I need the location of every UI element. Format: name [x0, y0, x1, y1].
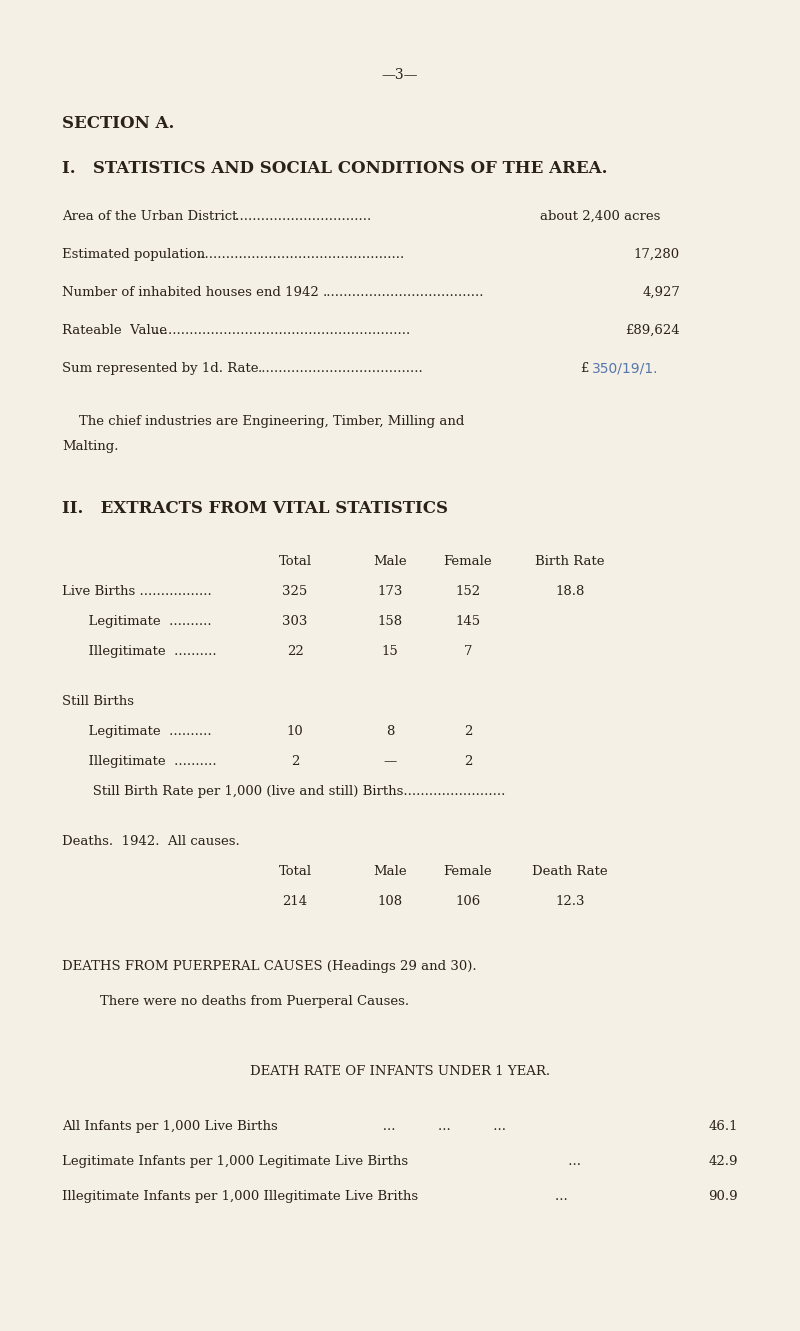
Text: Death Rate: Death Rate — [532, 865, 608, 878]
Text: 145: 145 — [455, 615, 481, 628]
Text: Female: Female — [444, 555, 492, 568]
Text: 214: 214 — [282, 894, 307, 908]
Text: Legitimate  ..........: Legitimate .......... — [80, 615, 212, 628]
Text: 158: 158 — [378, 615, 402, 628]
Text: Female: Female — [444, 865, 492, 878]
Text: Illegitimate  ..........: Illegitimate .......... — [80, 755, 217, 768]
Text: DEATH RATE OF INFANTS UNDER 1 YEAR.: DEATH RATE OF INFANTS UNDER 1 YEAR. — [250, 1065, 550, 1078]
Text: 2: 2 — [291, 755, 299, 768]
Text: Rateable  Value: Rateable Value — [62, 323, 167, 337]
Text: DEATHS FROM PUERPERAL CAUSES (Headings 29 and 30).: DEATHS FROM PUERPERAL CAUSES (Headings 2… — [62, 960, 477, 973]
Text: 17,280: 17,280 — [634, 248, 680, 261]
Text: I.   STATISTICS AND SOCIAL CONDITIONS OF THE AREA.: I. STATISTICS AND SOCIAL CONDITIONS OF T… — [62, 160, 607, 177]
Text: 173: 173 — [378, 586, 402, 598]
Text: 15: 15 — [382, 646, 398, 658]
Text: .......................................: ....................................... — [258, 362, 424, 375]
Text: 10: 10 — [286, 725, 303, 737]
Text: 325: 325 — [282, 586, 308, 598]
Text: Sum represented by 1d. Rate: Sum represented by 1d. Rate — [62, 362, 258, 375]
Text: .................................................: ........................................… — [197, 248, 406, 261]
Text: Legitimate  ..........: Legitimate .......... — [80, 725, 212, 737]
Text: Male: Male — [373, 555, 407, 568]
Text: II.   EXTRACTS FROM VITAL STATISTICS: II. EXTRACTS FROM VITAL STATISTICS — [62, 500, 448, 516]
Text: 350/19/1.: 350/19/1. — [592, 362, 658, 375]
Text: 46.1: 46.1 — [709, 1119, 738, 1133]
Text: Malting.: Malting. — [62, 441, 118, 453]
Text: Still Births: Still Births — [62, 695, 134, 708]
Text: ......................................: ...................................... — [323, 286, 485, 299]
Text: 303: 303 — [282, 615, 308, 628]
Text: 2: 2 — [464, 755, 472, 768]
Text: 12.3: 12.3 — [555, 894, 585, 908]
Text: There were no deaths from Puerperal Causes.: There were no deaths from Puerperal Caus… — [100, 996, 409, 1008]
Text: Area of the Urban District: Area of the Urban District — [62, 210, 246, 224]
Text: Total: Total — [278, 555, 311, 568]
Text: Deaths.  1942.  All causes.: Deaths. 1942. All causes. — [62, 835, 240, 848]
Text: 108: 108 — [378, 894, 402, 908]
Text: Male: Male — [373, 865, 407, 878]
Text: Birth Rate: Birth Rate — [535, 555, 605, 568]
Text: 4,927: 4,927 — [642, 286, 680, 299]
Text: —3—: —3— — [382, 68, 418, 83]
Text: 7: 7 — [464, 646, 472, 658]
Text: 8: 8 — [386, 725, 394, 737]
Text: SECTION A.: SECTION A. — [62, 114, 174, 132]
Text: —: — — [383, 755, 397, 768]
Text: Estimated population: Estimated population — [62, 248, 214, 261]
Text: .................................: ................................. — [232, 210, 372, 224]
Text: ...: ... — [538, 1190, 568, 1203]
Text: ...: ... — [530, 1155, 581, 1169]
Text: 90.9: 90.9 — [708, 1190, 738, 1203]
Text: Illegitimate Infants per 1,000 Illegitimate Live Briths: Illegitimate Infants per 1,000 Illegitim… — [62, 1190, 418, 1203]
Text: ...          ...          ...: ... ... ... — [370, 1119, 506, 1133]
Text: Illegitimate  ..........: Illegitimate .......... — [80, 646, 217, 658]
Text: 18.8: 18.8 — [555, 586, 585, 598]
Text: about 2,400 acres: about 2,400 acres — [540, 210, 660, 224]
Text: All Infants per 1,000 Live Births: All Infants per 1,000 Live Births — [62, 1119, 278, 1133]
Text: £89,624: £89,624 — [626, 323, 680, 337]
Text: The chief industries are Engineering, Timber, Milling and: The chief industries are Engineering, Ti… — [62, 415, 464, 429]
Text: 2: 2 — [464, 725, 472, 737]
Text: Live Births .................: Live Births ................. — [62, 586, 212, 598]
Text: 106: 106 — [455, 894, 481, 908]
Text: 22: 22 — [286, 646, 303, 658]
Text: Total: Total — [278, 865, 311, 878]
Text: 152: 152 — [455, 586, 481, 598]
Text: £: £ — [580, 362, 588, 375]
Text: Legitimate Infants per 1,000 Legitimate Live Births: Legitimate Infants per 1,000 Legitimate … — [62, 1155, 408, 1169]
Text: Number of inhabited houses end 1942: Number of inhabited houses end 1942 — [62, 286, 318, 299]
Text: Still Birth Rate per 1,000 (live and still) Births........................: Still Birth Rate per 1,000 (live and sti… — [80, 785, 506, 799]
Text: .............................................................: ........................................… — [152, 323, 411, 337]
Text: 42.9: 42.9 — [709, 1155, 738, 1169]
